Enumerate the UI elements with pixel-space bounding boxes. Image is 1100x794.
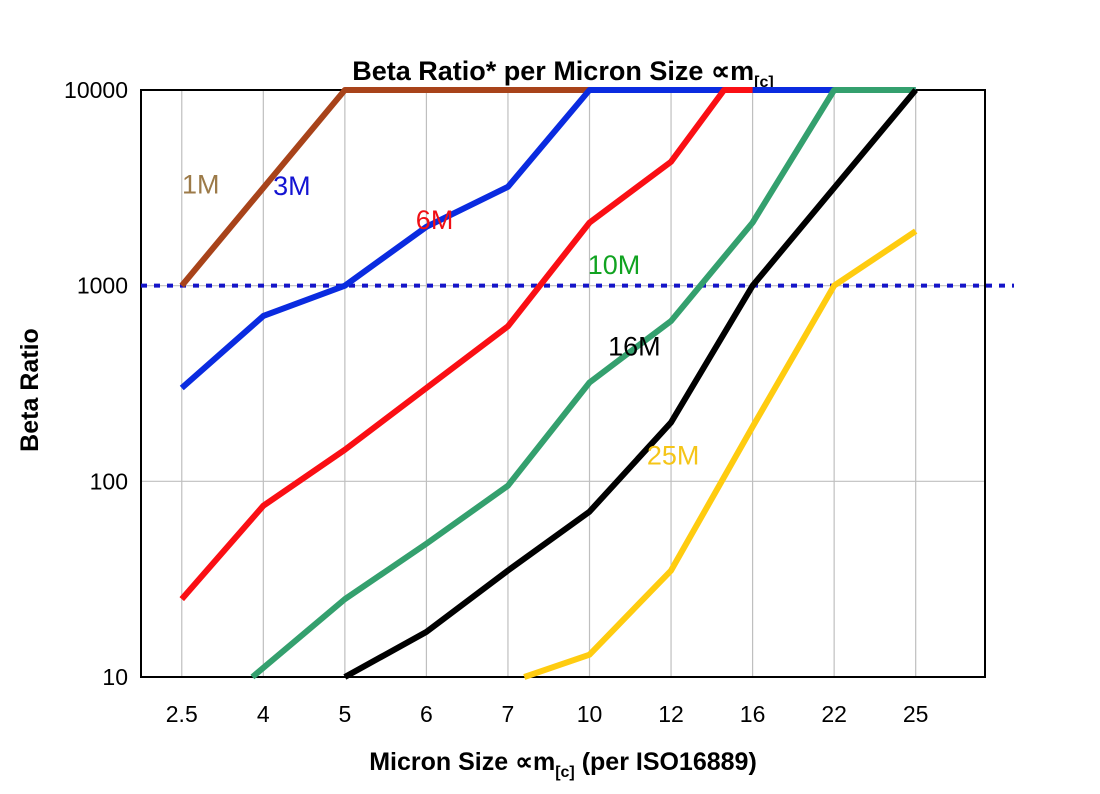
series-label-1m: 1M: [182, 170, 220, 200]
series-line-3m: [179, 87, 916, 391]
series-label-25m: 25M: [647, 440, 700, 470]
series-line-16m: [343, 88, 918, 680]
x-tick-label: 25: [903, 701, 929, 727]
x-axis-tick-labels: 2.5 4 5 6 7 10 12 16 22 25: [166, 701, 929, 727]
x-tick-label: 7: [502, 701, 515, 727]
series-line-10m: [250, 87, 916, 680]
x-axis-title: Micron Size ∝m[c] (per ISO16889): [369, 748, 757, 781]
y-tick-label: 10000: [64, 77, 128, 103]
y-tick-label: 10: [102, 664, 128, 690]
series-lines: [179, 87, 918, 680]
x-tick-label: 22: [821, 701, 847, 727]
x-tick-label: 2.5: [166, 701, 198, 727]
series-label-6m: 6M: [416, 205, 454, 235]
series-label-10m: 10M: [588, 250, 641, 280]
page-title: Beta Ratio* per Micron Size ∝m[c]: [352, 56, 773, 91]
x-tick-label: 6: [420, 701, 433, 727]
series-labels: 1M 3M 6M 10M 16M 25M: [182, 170, 699, 471]
x-tick-label: 12: [658, 701, 684, 727]
y-axis-tick-labels: 10 100 1000 10000: [64, 77, 128, 690]
x-tick-label: 4: [257, 701, 270, 727]
x-tick-label: 10: [577, 701, 603, 727]
series-label-3m: 3M: [273, 171, 311, 201]
x-tick-label: 16: [740, 701, 766, 727]
series-line-6m: [179, 87, 753, 602]
y-tick-label: 100: [90, 468, 128, 494]
series-line-25m: [523, 228, 918, 680]
y-tick-label: 1000: [77, 273, 128, 299]
x-tick-label: 5: [338, 701, 351, 727]
series-line-1m: [179, 87, 590, 288]
series-label-16m: 16M: [608, 331, 661, 361]
y-axis-title: Beta Ratio: [16, 328, 44, 452]
